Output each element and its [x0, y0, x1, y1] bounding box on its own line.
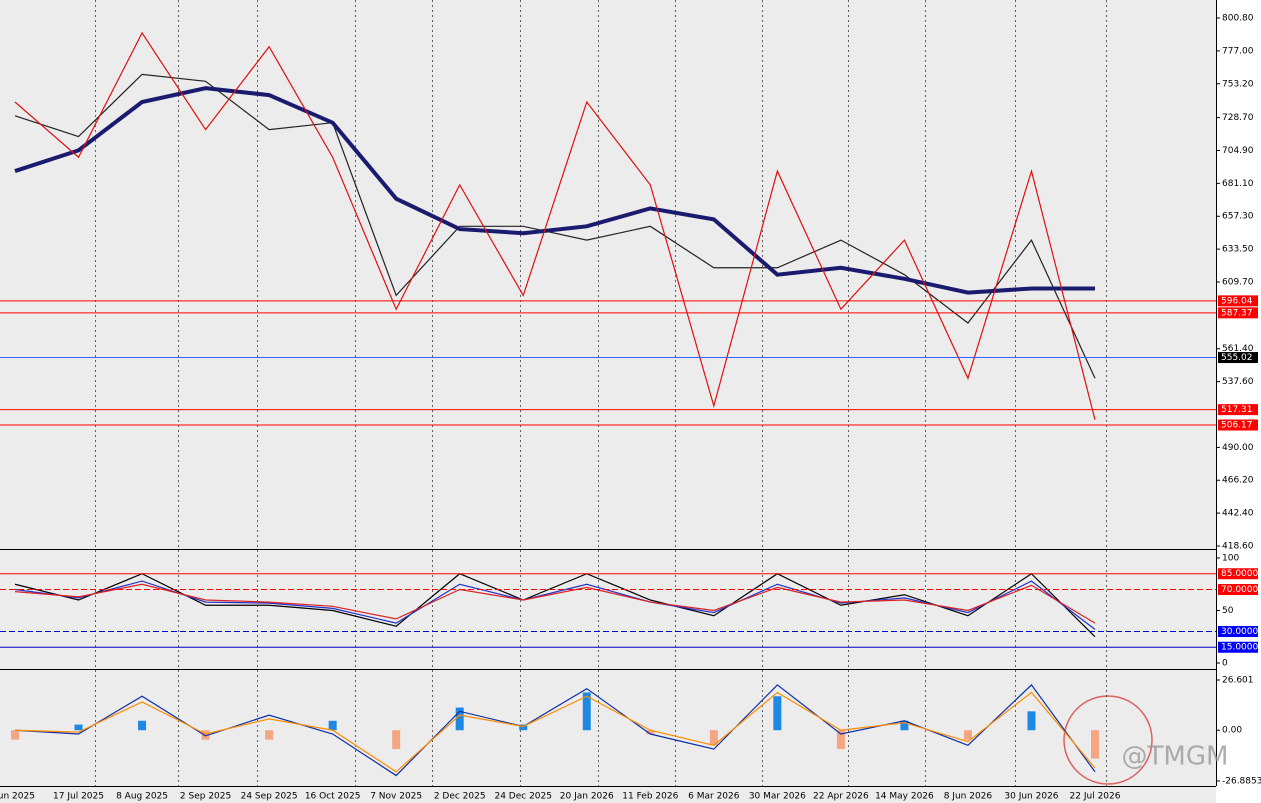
- level-label-bg: [1218, 583, 1258, 595]
- y-tick-label: 561.40: [1222, 344, 1254, 354]
- level-label: 85.0000: [1221, 569, 1258, 579]
- histogram-bar: [963, 730, 972, 740]
- histogram-bar: [773, 696, 782, 731]
- x-tick-label: 11 Feb 2026: [622, 792, 678, 802]
- y-tick-label: 777.00: [1222, 46, 1254, 56]
- y-tick-label: 490.00: [1222, 443, 1254, 453]
- x-tick-label: 7 Nov 2025: [370, 792, 422, 802]
- level-label: 30.0000: [1221, 627, 1258, 637]
- histogram-bar: [519, 724, 528, 731]
- y-tick-label: 633.50: [1222, 245, 1254, 255]
- y-tick-label: 681.10: [1222, 179, 1254, 189]
- level-label: 555.02: [1221, 353, 1253, 363]
- x-tick-label: 14 May 2026: [875, 792, 934, 802]
- histogram-bar: [11, 730, 19, 740]
- y-tick-label: 609.70: [1222, 277, 1254, 287]
- y-tick-label: 800.80: [1222, 14, 1254, 24]
- series-line: [14, 86, 1095, 295]
- x-tick-label: 8 Jun 2026: [944, 792, 993, 802]
- histogram-bar: [392, 730, 401, 750]
- y-tick-label: 50: [1222, 606, 1234, 616]
- y-tick-label: 418.60: [1222, 541, 1254, 551]
- x-tick-label: Jun 2025: [0, 792, 35, 802]
- x-tick-label: 22 Jul 2026: [1070, 792, 1121, 802]
- histogram-bar: [1091, 730, 1099, 759]
- y-tick-label: 466.20: [1222, 476, 1254, 486]
- y-tick-label: -26.8853: [1222, 776, 1261, 786]
- y-tick-label: 728.70: [1222, 113, 1254, 123]
- x-tick-label: 30 Mar 2026: [749, 792, 806, 802]
- series-line: [14, 580, 1096, 630]
- level-label: 587.37: [1221, 308, 1253, 318]
- histogram-bar: [709, 730, 718, 746]
- y-tick-label: 537.60: [1222, 377, 1254, 387]
- histogram-bar: [328, 720, 337, 731]
- histogram-bar: [900, 720, 909, 731]
- histogram-bar: [836, 730, 845, 750]
- y-tick-label: 442.40: [1222, 509, 1254, 519]
- y-tick-label: 26.601: [1222, 676, 1254, 686]
- histogram-bar: [201, 730, 210, 740]
- histogram-bar: [455, 707, 464, 731]
- x-tick-label: 2 Sep 2025: [180, 792, 231, 802]
- x-tick-label: 6 Mar 2026: [688, 792, 740, 802]
- level-label-bg: [1218, 352, 1258, 364]
- level-label-bg: [1218, 404, 1258, 416]
- highlight-circle: [1063, 695, 1153, 785]
- series-line: [14, 572, 1096, 638]
- y-tick-label: 753.20: [1222, 79, 1254, 89]
- x-tick-label: 30 Jun 2026: [1004, 792, 1058, 802]
- histogram-bar: [265, 730, 274, 740]
- level-label-bg: [1218, 568, 1258, 580]
- series-line: [14, 691, 1096, 773]
- histogram-bar: [138, 720, 147, 731]
- x-tick-label: 2 Dec 2025: [434, 792, 486, 802]
- y-tick-label: 704.90: [1222, 146, 1254, 156]
- x-tick-label: 17 Jul 2025: [53, 792, 104, 802]
- level-label: 596.04: [1221, 296, 1253, 306]
- y-tick-label: 100: [1222, 553, 1239, 563]
- y-tick-label: 657.30: [1222, 212, 1254, 222]
- level-label-bg: [1218, 641, 1258, 653]
- level-label: 15.0000: [1221, 643, 1258, 653]
- level-label: 517.31: [1221, 405, 1253, 415]
- level-label-bg: [1218, 419, 1258, 431]
- x-tick-label: 16 Oct 2025: [305, 792, 361, 802]
- histogram-bar: [74, 724, 83, 731]
- level-label-bg: [1218, 295, 1258, 307]
- x-tick-label: 8 Aug 2025: [116, 792, 168, 802]
- x-tick-label: 24 Dec 2025: [494, 792, 552, 802]
- level-label: 506.17: [1221, 421, 1253, 431]
- y-tick-label: 0: [1222, 659, 1228, 669]
- x-tick-label: 22 Apr 2026: [813, 792, 869, 802]
- histogram-bar: [1027, 711, 1036, 731]
- level-label-bg: [1218, 307, 1258, 319]
- x-tick-label: 24 Sep 2025: [241, 792, 298, 802]
- plot-background: [0, 0, 1216, 803]
- histogram-bar: [646, 730, 655, 735]
- series-line: [14, 31, 1096, 420]
- series-line: [14, 583, 1096, 624]
- level-label: 70.0000: [1221, 585, 1258, 595]
- watermark: @TMGM: [1122, 742, 1229, 772]
- histogram-bar: [582, 692, 591, 731]
- x-tick-label: 20 Jan 2026: [560, 792, 614, 802]
- level-label-bg: [1218, 625, 1258, 637]
- y-tick-label: 0.00: [1222, 726, 1242, 736]
